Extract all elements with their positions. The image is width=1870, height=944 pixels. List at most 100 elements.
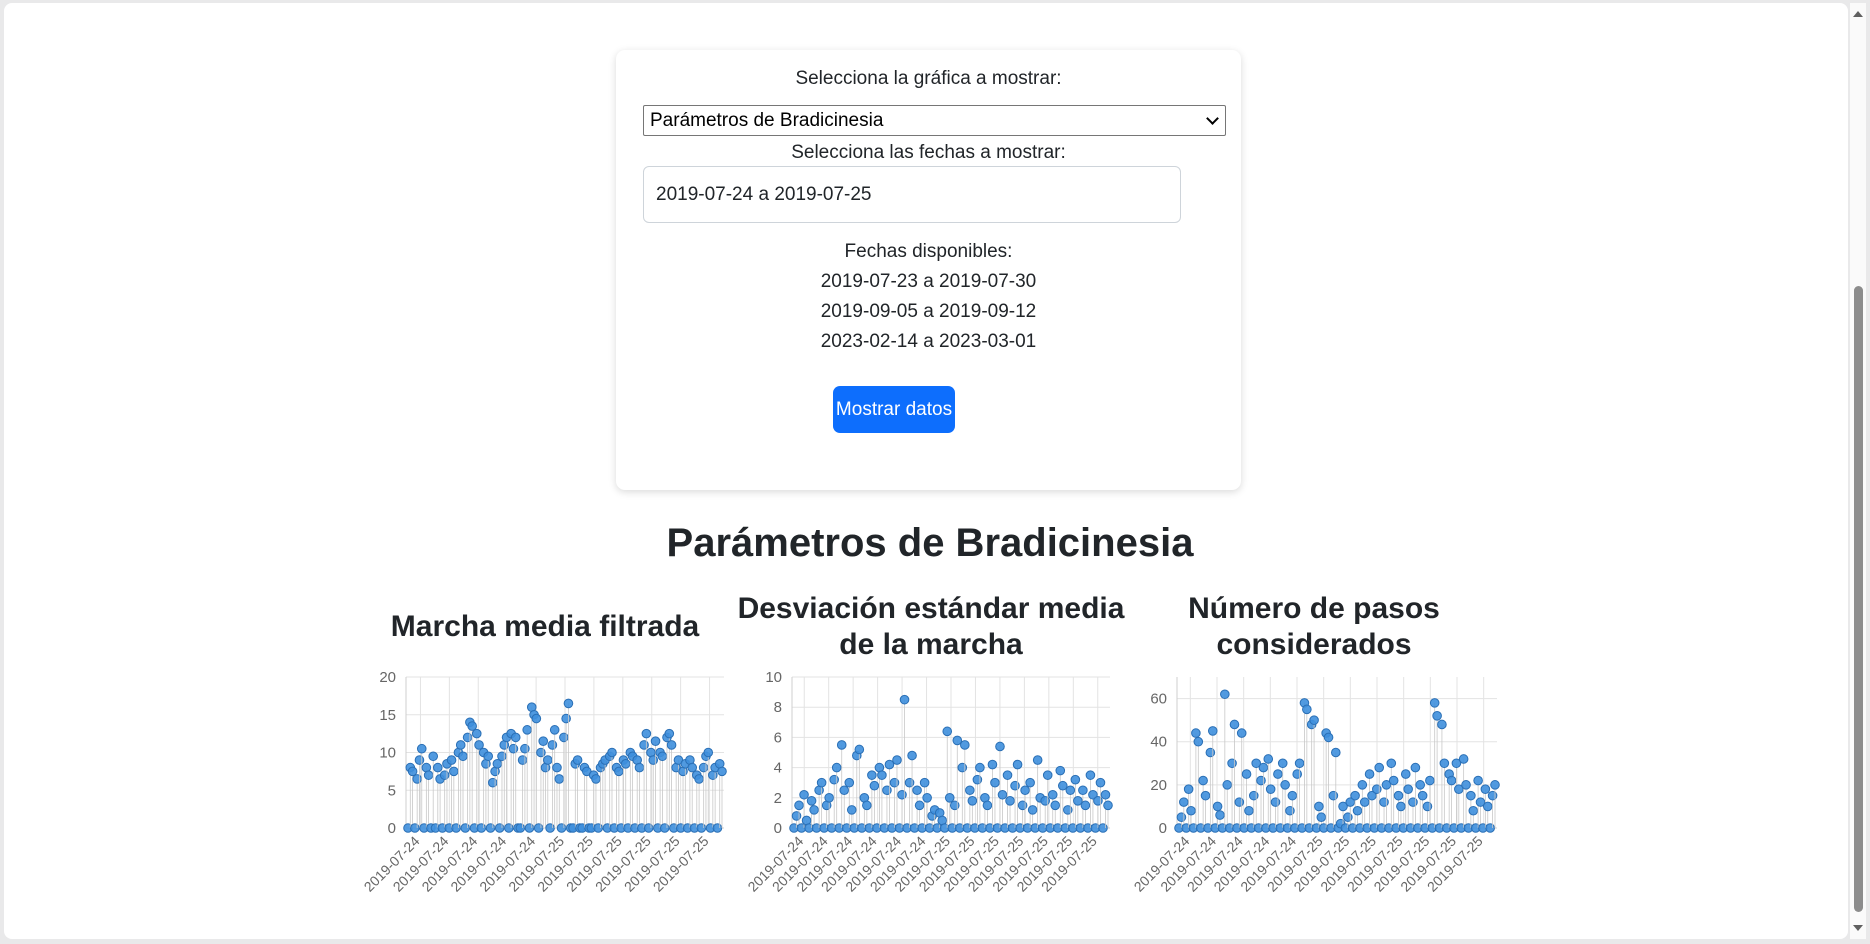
data-point [1473, 775, 1483, 786]
data-point [492, 759, 503, 769]
data-point [483, 751, 494, 762]
data-point [942, 726, 953, 737]
data-point [522, 725, 532, 735]
data-point [460, 823, 471, 833]
data-point [474, 740, 484, 750]
data-point [1085, 770, 1096, 780]
data-point [1017, 800, 1028, 811]
data-point [694, 774, 704, 784]
data-point [1480, 784, 1491, 794]
data-point [1396, 801, 1406, 812]
data-point [607, 747, 617, 758]
data-point [1222, 780, 1233, 790]
data-point [1468, 805, 1479, 816]
data-point [641, 728, 652, 739]
data-point [520, 743, 530, 754]
data-point [794, 800, 804, 811]
data-point [1350, 790, 1360, 801]
y-tick-label: 20 [379, 669, 396, 686]
y-tick-label: 5 [388, 782, 396, 799]
data-point [643, 823, 654, 833]
data-point [1379, 797, 1389, 807]
data-point [1005, 796, 1015, 806]
y-tick-label: 20 [1150, 777, 1167, 794]
data-point [1191, 728, 1201, 738]
data-point [1461, 780, 1471, 790]
vertical-scrollbar[interactable] [1850, 3, 1866, 939]
chart-marcha-media-filtrada: 051015202019-07-242019-07-242019-07-2420… [361, 669, 727, 895]
data-point [593, 823, 604, 833]
data-point [982, 800, 993, 811]
data-point [1002, 770, 1013, 780]
y-tick-label: 15 [379, 707, 396, 724]
data-point [1280, 780, 1290, 790]
data-point [561, 713, 571, 724]
data-point [1364, 769, 1375, 779]
data-point [664, 728, 675, 739]
data-point [517, 755, 528, 765]
data-point [476, 823, 487, 833]
data-point [1454, 784, 1464, 794]
scroll-down-arrow-icon[interactable] [1853, 925, 1863, 931]
data-point [1241, 769, 1252, 779]
data-point [1270, 797, 1281, 807]
data-point [952, 735, 963, 746]
show-data-button[interactable]: Mostrar datos [833, 386, 955, 433]
data-point [816, 777, 827, 788]
data-point [552, 762, 562, 773]
data-point [897, 789, 907, 800]
y-tick-label: 10 [765, 669, 782, 686]
data-point [1193, 736, 1204, 747]
data-point [1403, 784, 1413, 794]
data-point [410, 823, 420, 833]
data-point [1357, 780, 1368, 790]
y-tick-label: 10 [379, 745, 396, 762]
data-point [1176, 812, 1187, 823]
data-point [904, 777, 915, 788]
data-point [414, 755, 425, 765]
data-point [648, 755, 659, 765]
data-point [1309, 715, 1319, 725]
data-point [972, 774, 983, 785]
data-point [1393, 790, 1404, 801]
data-point [1065, 785, 1076, 796]
data-point [1186, 805, 1196, 816]
data-point [717, 766, 727, 777]
data-point [1316, 812, 1327, 823]
date-range-input[interactable]: 2019-07-24 a 2019-07-25 [643, 166, 1181, 223]
filter-card: Selecciona la gráfica a mostrar: Parámet… [616, 50, 1241, 490]
data-point [889, 777, 900, 788]
chart-select[interactable]: Parámetros de Bradicinesia [643, 105, 1226, 136]
data-point [591, 774, 601, 784]
y-tick-label: 0 [388, 820, 396, 837]
data-point [1263, 754, 1274, 764]
data-point [1020, 785, 1030, 796]
y-tick-label: 8 [774, 699, 782, 716]
data-point [494, 823, 505, 833]
y-tick-label: 2 [774, 790, 782, 807]
data-point [432, 762, 443, 773]
data-point [1388, 775, 1399, 786]
data-point [839, 785, 850, 796]
data-point [882, 785, 892, 796]
data-point [446, 755, 457, 765]
data-point [1100, 789, 1111, 800]
data-point [1207, 726, 1218, 736]
scroll-up-arrow-icon[interactable] [1853, 11, 1863, 17]
data-point [515, 823, 526, 833]
data-point [614, 766, 624, 777]
y-tick-label: 0 [1159, 820, 1167, 837]
data-point [510, 732, 521, 743]
data-point [846, 805, 857, 815]
data-point [960, 740, 970, 750]
data-point [1236, 728, 1247, 738]
data-point [1063, 805, 1073, 815]
data-point [990, 777, 1000, 788]
scrollbar-thumb[interactable] [1854, 286, 1863, 912]
data-point [1198, 775, 1208, 786]
data-point [488, 777, 498, 788]
data-point [1248, 790, 1259, 801]
data-point [1285, 805, 1295, 816]
data-point [428, 751, 439, 762]
data-point [1227, 758, 1237, 769]
